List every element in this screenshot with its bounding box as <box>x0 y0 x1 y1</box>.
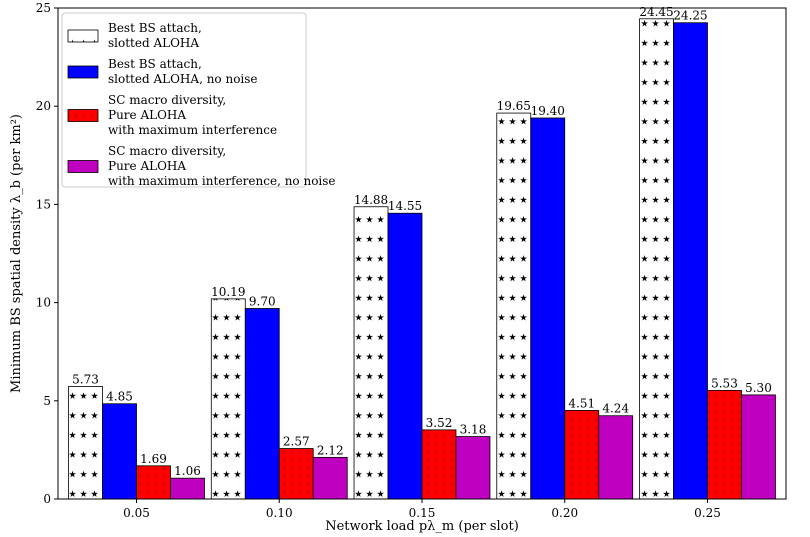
y-tick-label: 0 <box>43 492 51 506</box>
bar-series-1 <box>210 298 246 500</box>
bar-series-2 <box>673 22 708 500</box>
bar-value-label: 2.12 <box>317 443 344 457</box>
bar-value-label: 3.52 <box>426 416 453 430</box>
bar-value-label: 19.65 <box>497 99 531 113</box>
bar-series-4 <box>598 415 634 500</box>
bar-value-label: 4.51 <box>568 396 595 410</box>
y-tick-label: 10 <box>36 296 51 310</box>
bar-value-label: 19.40 <box>531 104 565 118</box>
x-tick-label: 0.05 <box>123 506 150 520</box>
legend-swatch-3 <box>67 109 99 122</box>
bar-series-2 <box>530 117 566 500</box>
legend-label-3: with maximum interference <box>108 123 277 137</box>
legend-label-4: Pure ALOHA <box>108 159 186 173</box>
legend-label-2: slotted ALOHA, no noise <box>108 72 258 86</box>
bar-series-3 <box>421 429 457 500</box>
legend-box <box>61 12 307 188</box>
y-tick-label: 20 <box>36 99 51 113</box>
x-tick-label: 0.25 <box>694 506 721 520</box>
legend-swatch-1 <box>67 29 99 43</box>
bar-value-label: 10.19 <box>211 285 245 299</box>
bar-series-4 <box>312 456 348 500</box>
x-tick-label: 0.10 <box>266 506 293 520</box>
legend-label-3: Pure ALOHA <box>108 108 186 122</box>
bar-value-label: 4.85 <box>106 390 133 404</box>
bar-series-2 <box>244 308 280 500</box>
x-tick-label: 0.15 <box>409 506 436 520</box>
legend-swatch-4 <box>67 160 99 173</box>
legend-label-3: SC macro diversity, <box>108 93 226 107</box>
bar-series-2 <box>102 403 137 500</box>
bar-series-3 <box>278 448 314 500</box>
bar-value-label: 4.24 <box>602 402 629 416</box>
bar-value-label: 2.57 <box>283 435 310 449</box>
y-tick-label: 15 <box>36 197 51 211</box>
bar-value-label: 24.25 <box>673 9 707 23</box>
bar-value-label: 5.30 <box>745 381 772 395</box>
legend-label-4: with maximum interference, no noise <box>108 174 336 188</box>
bar-value-label: 9.70 <box>249 294 276 308</box>
y-axis-title: Minimum BS spatial density λ_b (per km²) <box>9 114 24 393</box>
plot-area: 5.73 4.85 1.69 1.06 10.19 9.70 2.57 2.12 14.88 14… <box>68 5 776 500</box>
legend-label-1: Best BS attach, <box>108 21 202 35</box>
bar-series-1 <box>496 112 532 500</box>
legend-label-4: SC macro diversity, <box>108 144 226 158</box>
bar-value-label: 3.18 <box>460 423 487 437</box>
y-tick-label: 25 <box>36 1 51 15</box>
bar-series-3 <box>564 410 600 500</box>
bar-series-4 <box>741 394 776 500</box>
bar-series-3 <box>707 389 742 500</box>
bar-value-label: 14.88 <box>354 193 388 207</box>
bar-series-1 <box>639 18 674 500</box>
bar-value-label: 24.45 <box>639 5 673 19</box>
y-axis: 0 5 10 15 20 25 <box>36 1 58 506</box>
bar-series-1 <box>353 206 389 500</box>
x-axis-title: Network load pλ_m (per slot) <box>325 519 519 534</box>
y-tick-label: 5 <box>43 394 51 408</box>
x-tick-label: 0.20 <box>551 506 578 520</box>
legend-swatch-2 <box>67 65 99 79</box>
bar-series-4 <box>455 436 491 500</box>
x-axis: 0.05 0.10 0.15 0.20 0.25 <box>123 499 721 520</box>
bar-value-label: 5.73 <box>72 372 99 386</box>
bar-value-label: 1.69 <box>140 452 167 466</box>
legend-label-1: slotted ALOHA <box>108 36 199 50</box>
bar-value-label: 5.53 <box>711 376 738 390</box>
bar-series-4 <box>170 477 205 500</box>
bar-series-1 <box>68 386 103 500</box>
bar-value-label: 14.55 <box>388 199 422 213</box>
bar-series-2 <box>387 212 423 500</box>
legend-label-2: Best BS attach, <box>108 57 202 71</box>
bar-series-3 <box>136 465 171 500</box>
bar-value-label: 1.06 <box>174 464 201 478</box>
